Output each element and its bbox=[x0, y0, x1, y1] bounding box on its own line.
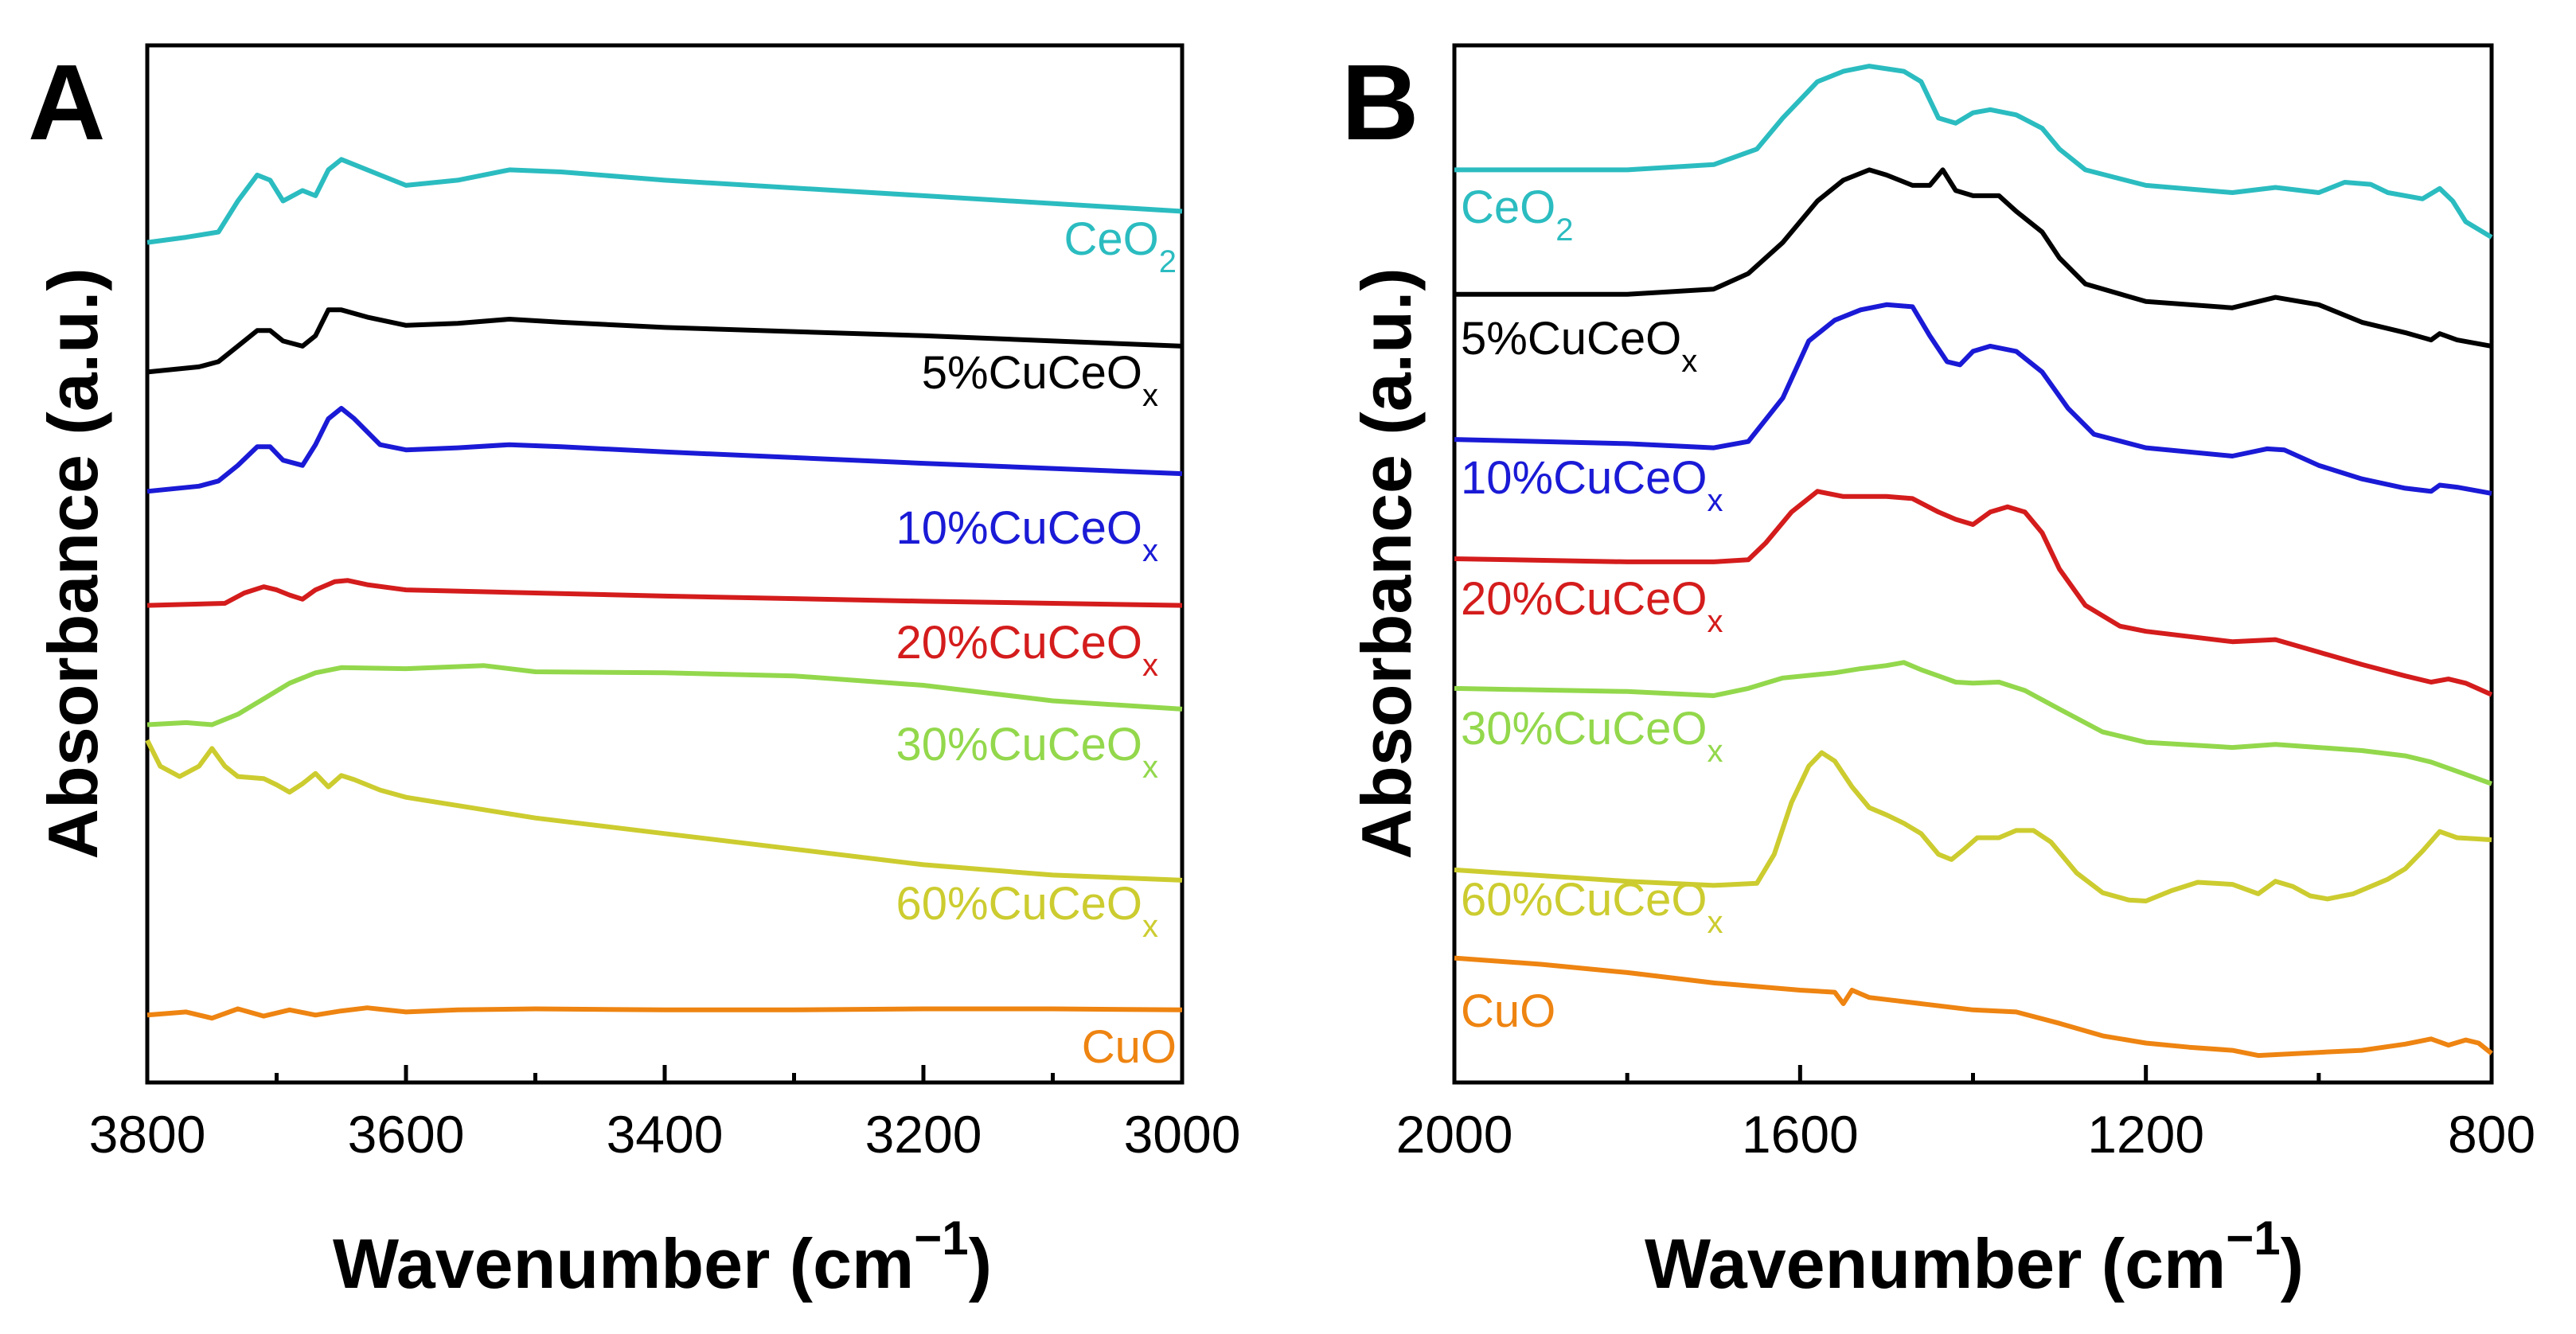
panel-b-x-axis: 2000 1600 1200 800 bbox=[1396, 1065, 2535, 1164]
series-label-main: CeO bbox=[1461, 181, 1555, 233]
series-label-main: 30%CuCeO bbox=[1461, 703, 1707, 755]
panel-b-series-label-30pct-cuceox: 30%CuCeOx bbox=[1461, 703, 1723, 769]
series-label-subscript: x bbox=[1142, 378, 1158, 413]
panel-b-series-line-10pct-cuceox bbox=[1454, 302, 2492, 496]
series-label-subscript: x bbox=[1707, 604, 1723, 639]
panel-a-series-line-cuo bbox=[146, 1005, 1183, 1021]
panel-b-x-axis-label-superscript: −1 bbox=[2226, 1211, 2280, 1265]
panel-a-series-label-10pct-cuceox: 10%CuCeOx bbox=[896, 502, 1158, 568]
panel-b-series-label-cuo: CuO bbox=[1461, 985, 1555, 1037]
panel-a-series-group: CeO25%CuCeOx10%CuCeOx20%CuCeOx30%CuCeOx6… bbox=[145, 157, 1183, 1073]
series-label-main: 20%CuCeO bbox=[1461, 573, 1707, 625]
panel-a-series-label-20pct-cuceox: 20%CuCeOx bbox=[896, 617, 1158, 683]
panel-b-series-label-ceo2: CeO2 bbox=[1461, 181, 1574, 248]
series-label-subscript: x bbox=[1707, 483, 1723, 518]
panel-b-x-tick-label: 1600 bbox=[1742, 1105, 1859, 1164]
panel-b-series-line-30pct-cuceox bbox=[1454, 660, 2493, 786]
series-label-main: 20%CuCeO bbox=[896, 617, 1142, 669]
panel-a-series-line-30pct-cuceox bbox=[146, 663, 1183, 727]
panel-a-series-label-30pct-cuceox: 30%CuCeOx bbox=[896, 719, 1158, 785]
panel-a-series-line-20pct-cuceox bbox=[146, 578, 1183, 608]
series-label-main: 5%CuCeO bbox=[1461, 313, 1681, 365]
panel-a-chart: A 3800 3600 3400 3200 3000 CeO25%CuCeOx10%Cu… bbox=[28, 42, 1240, 1303]
panel-a-x-tick-label: 3800 bbox=[89, 1105, 206, 1164]
panel-b-series-label-5pct-cuceox: 5%CuCeOx bbox=[1461, 313, 1697, 379]
panel-a-series-label-60pct-cuceox: 60%CuCeOx bbox=[896, 878, 1158, 944]
panel-b-y-axis-label: Absorbance (a.u.) bbox=[1347, 267, 1426, 859]
series-label-subscript: x bbox=[1681, 344, 1697, 379]
series-label-subscript: x bbox=[1707, 734, 1723, 769]
panel-b-series-line-cuo bbox=[1454, 955, 2493, 1059]
panel-letter-b: B bbox=[1341, 42, 1419, 162]
panel-a-series-line-60pct-cuceox bbox=[145, 739, 1183, 883]
panel-b-x-axis-label-main: Wavenumber (cm bbox=[1645, 1224, 2226, 1303]
panel-b-x-tick-label: 800 bbox=[2448, 1105, 2535, 1164]
series-label-subscript: x bbox=[1142, 909, 1158, 944]
panel-a-x-axis-label: Wavenumber (cm−1) bbox=[333, 1211, 992, 1303]
series-label-main: 5%CuCeO bbox=[922, 347, 1142, 399]
panel-a-series-label-ceo2: CeO2 bbox=[1064, 213, 1177, 279]
series-label-main: 10%CuCeO bbox=[1461, 452, 1707, 504]
series-label-subscript: 2 bbox=[1159, 244, 1177, 279]
panel-b-x-tick-label: 1200 bbox=[2087, 1105, 2204, 1164]
panel-b-series-label-60pct-cuceox: 60%CuCeOx bbox=[1461, 874, 1723, 940]
panel-b-x-tick-label: 2000 bbox=[1396, 1105, 1513, 1164]
series-label-subscript: x bbox=[1707, 905, 1723, 940]
series-label-subscript: x bbox=[1142, 648, 1158, 683]
panel-a-x-tick-label: 3000 bbox=[1124, 1105, 1241, 1164]
series-label-main: 60%CuCeO bbox=[1461, 874, 1707, 926]
series-label-main: 10%CuCeO bbox=[896, 502, 1142, 554]
panel-a-series-line-ceo2 bbox=[146, 157, 1183, 245]
panel-b-series-line-ceo2 bbox=[1454, 64, 2493, 240]
panel-b-series-label-10pct-cuceox: 10%CuCeOx bbox=[1461, 452, 1723, 518]
panel-a-series-label-cuo: CuO bbox=[1082, 1021, 1177, 1073]
panel-a-series-line-10pct-cuceox bbox=[146, 406, 1183, 494]
panel-a-x-axis: 3800 3600 3400 3200 3000 bbox=[89, 1065, 1241, 1164]
panel-a-x-tick-label: 3600 bbox=[348, 1105, 465, 1164]
series-label-main: CuO bbox=[1461, 985, 1555, 1037]
panel-a-series-label-5pct-cuceox: 5%CuCeOx bbox=[922, 347, 1158, 413]
panel-b-series-line-5pct-cuceox bbox=[1454, 167, 2492, 349]
series-label-subscript: 2 bbox=[1555, 213, 1573, 248]
panel-a-y-axis-label: Absorbance (a.u.) bbox=[33, 267, 112, 859]
panel-b-series-group: CeO25%CuCeOx10%CuCeOx20%CuCeOx30%CuCeOx6… bbox=[1454, 64, 2493, 1059]
series-label-main: 60%CuCeO bbox=[896, 878, 1142, 930]
series-label-subscript: x bbox=[1142, 750, 1158, 785]
panel-b-x-axis-label: Wavenumber (cm−1) bbox=[1645, 1211, 2304, 1303]
panel-b-x-axis-label-close: ) bbox=[2281, 1224, 2304, 1303]
series-label-main: 30%CuCeO bbox=[896, 719, 1142, 770]
panel-a-x-axis-label-superscript: −1 bbox=[914, 1211, 968, 1265]
panel-a-x-tick-label: 3200 bbox=[865, 1105, 982, 1164]
panel-a-x-tick-label: 3400 bbox=[607, 1105, 724, 1164]
panel-b-series-line-60pct-cuceox bbox=[1454, 750, 2492, 903]
panel-b-series-line-20pct-cuceox bbox=[1454, 489, 2493, 697]
series-label-main: CuO bbox=[1082, 1021, 1177, 1073]
panel-a-x-axis-label-main: Wavenumber (cm bbox=[333, 1224, 914, 1303]
panel-b-chart: B 2000 1600 1200 800 CeO25%CuCeOx10%CuCeOx2… bbox=[1341, 42, 2535, 1303]
series-label-subscript: x bbox=[1142, 533, 1158, 568]
panel-a-x-axis-label-close: ) bbox=[969, 1224, 992, 1303]
panel-letter-a: A bbox=[28, 42, 106, 162]
panel-a-series-line-5pct-cuceox bbox=[146, 307, 1183, 375]
panel-b-series-label-20pct-cuceox: 20%CuCeOx bbox=[1461, 573, 1723, 639]
series-label-main: CeO bbox=[1064, 213, 1158, 265]
